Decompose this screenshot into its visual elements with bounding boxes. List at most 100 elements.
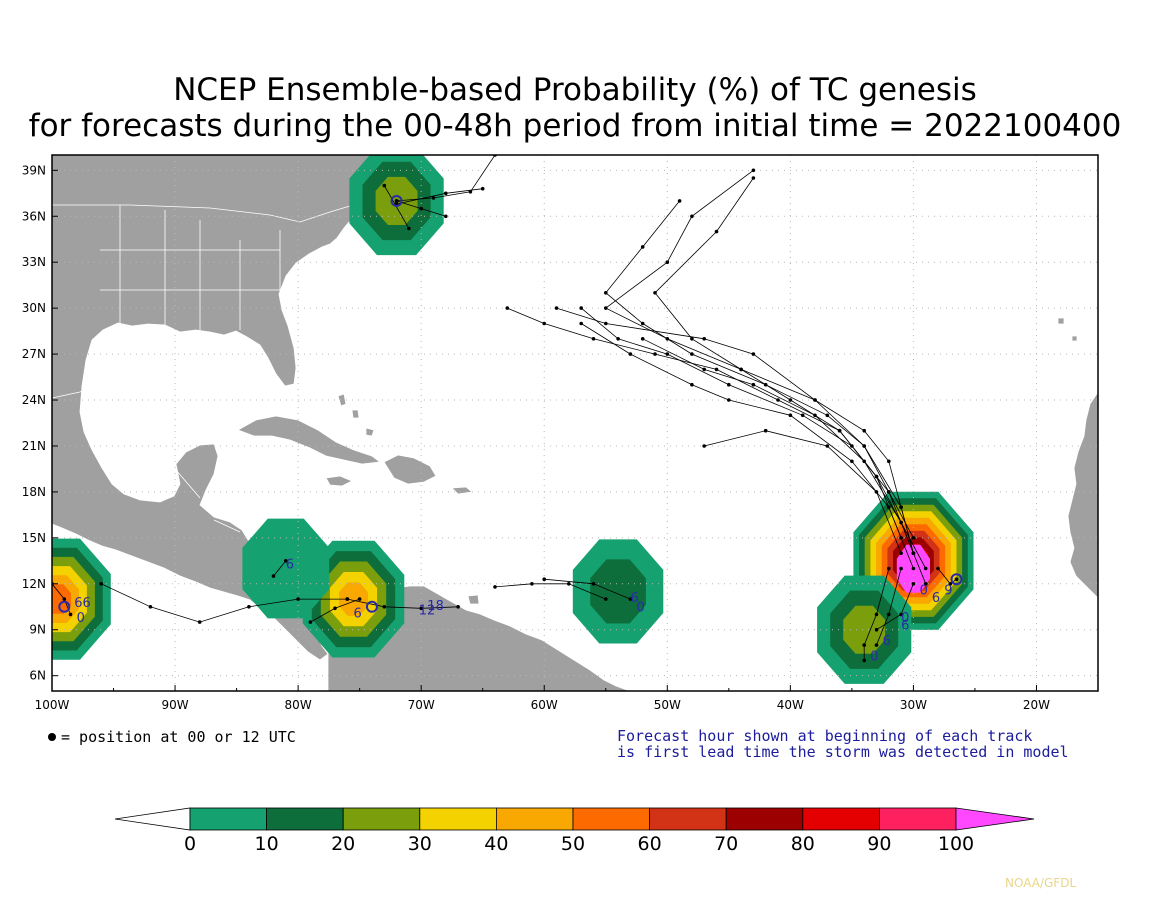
lead-time-label: 0 bbox=[870, 649, 878, 664]
track-position bbox=[604, 306, 608, 310]
track-position bbox=[813, 413, 817, 418]
track-position bbox=[899, 536, 903, 540]
track-position bbox=[727, 382, 731, 387]
track-position bbox=[431, 196, 436, 200]
track-position bbox=[751, 176, 756, 180]
colorbar-labels: 0 10 20 30 40 50 60 70 80 90 100 bbox=[184, 833, 974, 855]
track-position bbox=[887, 612, 891, 617]
tick-label-lat: 15N bbox=[22, 531, 46, 545]
tick-label-lat: 24N bbox=[22, 393, 46, 407]
forecast-note-line2: is first lead time the storm was detecte… bbox=[617, 743, 1069, 761]
storm-track bbox=[556, 307, 914, 554]
tick-label-lon: 90W bbox=[161, 698, 188, 712]
track-position bbox=[444, 191, 448, 196]
track-position bbox=[468, 190, 473, 194]
storm-track bbox=[383, 185, 410, 229]
cape-verde-islands bbox=[1057, 317, 1078, 342]
tick-label-lon: 100W bbox=[35, 698, 70, 712]
hispaniola bbox=[383, 454, 437, 485]
track-position bbox=[690, 352, 694, 356]
lead-time-label: 9 bbox=[944, 584, 952, 599]
lead-time-label: 0 bbox=[77, 611, 85, 626]
track-position bbox=[99, 582, 103, 586]
genesis-marker bbox=[58, 600, 71, 613]
colorbar-label: 60 bbox=[638, 833, 662, 855]
colorbar-label: 100 bbox=[938, 833, 974, 855]
colorbar-bin bbox=[189, 807, 267, 831]
track-position bbox=[640, 245, 645, 249]
track-position bbox=[308, 620, 313, 624]
map-frame bbox=[51, 154, 1099, 692]
grid-lines bbox=[52, 155, 1098, 691]
colorbar-bin bbox=[419, 807, 497, 831]
track-position bbox=[407, 226, 411, 231]
track-position bbox=[382, 605, 387, 609]
track-position bbox=[284, 559, 288, 563]
track-position bbox=[899, 520, 903, 525]
us-canada-border bbox=[52, 204, 351, 223]
storm-track bbox=[494, 583, 606, 600]
track-position bbox=[665, 337, 670, 341]
track-position bbox=[357, 597, 362, 601]
track-position bbox=[456, 605, 460, 609]
track-position bbox=[763, 428, 768, 433]
track-position bbox=[887, 490, 891, 494]
track-position bbox=[628, 597, 633, 601]
track-position bbox=[690, 214, 694, 219]
track-position bbox=[776, 398, 780, 402]
colorbar-label: 90 bbox=[867, 833, 891, 855]
tick-label-lat: 18N bbox=[22, 485, 46, 499]
colorbar-label: 70 bbox=[714, 833, 738, 855]
chart-title: NCEP Ensemble-based Probability (%) of T… bbox=[173, 72, 977, 108]
track-position bbox=[677, 199, 682, 203]
track-position bbox=[862, 428, 866, 433]
storm-track bbox=[347, 598, 459, 609]
storm-track bbox=[507, 307, 927, 569]
track-position bbox=[911, 566, 916, 571]
track-position bbox=[542, 321, 546, 326]
colorbar-label: 50 bbox=[561, 833, 585, 855]
political-borders bbox=[52, 204, 351, 579]
track-position bbox=[899, 505, 903, 510]
lead-time-label: 6 bbox=[883, 634, 891, 649]
tick-label-lon: 70W bbox=[408, 698, 435, 712]
track-position bbox=[702, 444, 706, 448]
track-position bbox=[690, 337, 694, 341]
track-position bbox=[887, 505, 891, 510]
track-position bbox=[936, 566, 940, 571]
tick-label-lat: 6N bbox=[29, 669, 46, 683]
track-position bbox=[148, 605, 153, 609]
colorbar-bin bbox=[266, 807, 344, 831]
track-position bbox=[899, 566, 903, 571]
track-position bbox=[923, 566, 928, 571]
track-position bbox=[948, 582, 953, 586]
track-position bbox=[505, 306, 510, 310]
track-position bbox=[345, 597, 350, 601]
probability-contour-southern-caribbean bbox=[339, 582, 368, 616]
colorbar-bin bbox=[342, 807, 421, 831]
axis-tick-labels: 100W 90W 80W 70W 60W 50W 40W 30W 20W 6N 9N 12N 15N 18… bbox=[22, 163, 1050, 712]
axis-ticks bbox=[51, 169, 1099, 691]
us-mexico-border bbox=[52, 381, 179, 429]
track-position bbox=[382, 183, 387, 188]
colorbar-bin bbox=[725, 807, 804, 831]
colorbar-label: 20 bbox=[331, 833, 355, 855]
trinidad bbox=[467, 594, 480, 605]
track-position bbox=[665, 352, 670, 356]
track-position bbox=[628, 352, 633, 356]
track-position bbox=[579, 306, 583, 310]
genesis-marker bbox=[365, 600, 378, 613]
track-position bbox=[813, 398, 817, 402]
track-position bbox=[419, 206, 424, 211]
track-position bbox=[444, 214, 448, 219]
track-position bbox=[296, 597, 300, 601]
track-position bbox=[616, 337, 620, 341]
storm-track bbox=[863, 568, 890, 661]
track-position bbox=[862, 459, 866, 464]
colorbar-bin bbox=[649, 807, 727, 831]
track-position bbox=[837, 428, 842, 433]
track-position bbox=[874, 627, 879, 632]
track-position bbox=[763, 382, 768, 387]
